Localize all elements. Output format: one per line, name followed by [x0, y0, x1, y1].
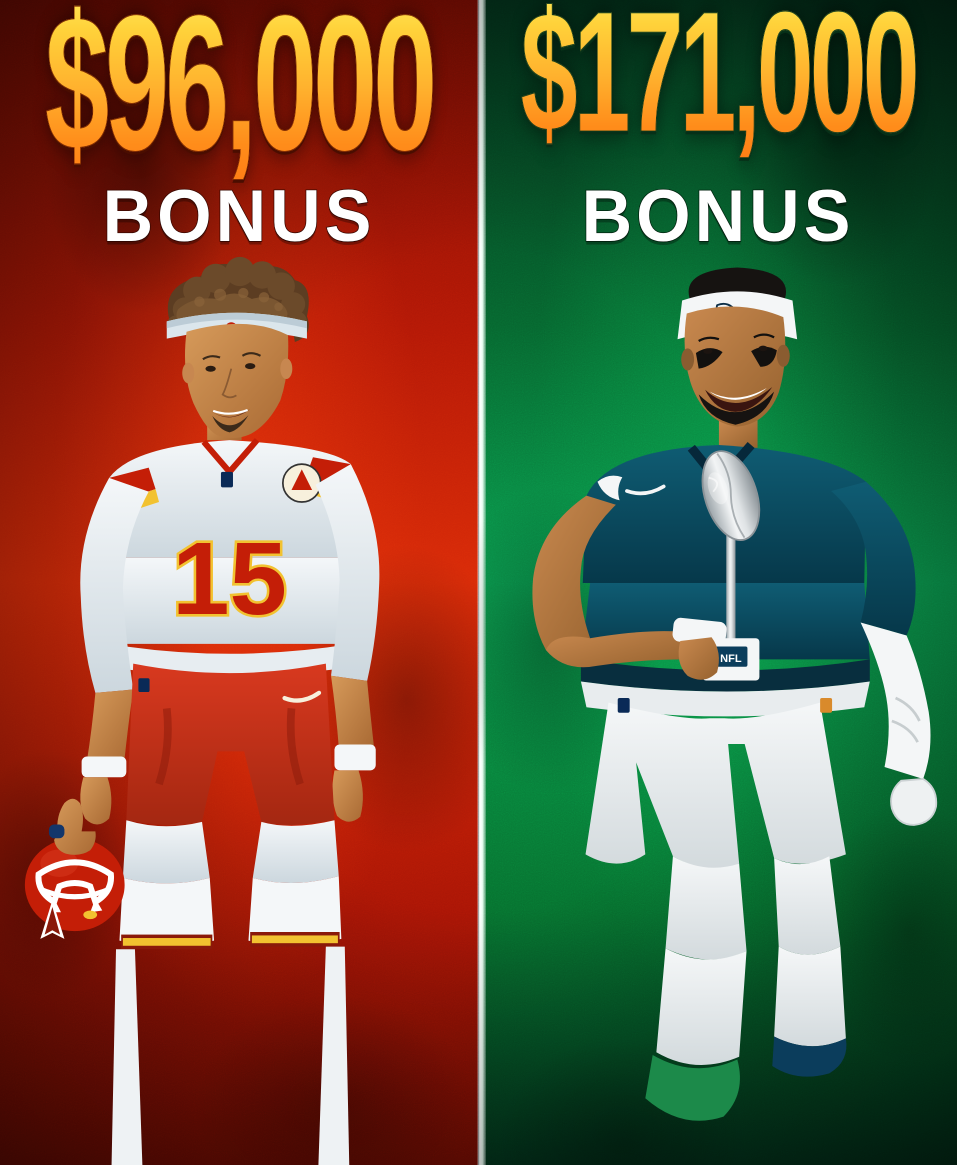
svg-text:15: 15	[172, 521, 287, 636]
svg-text:NFL: NFL	[720, 653, 742, 665]
